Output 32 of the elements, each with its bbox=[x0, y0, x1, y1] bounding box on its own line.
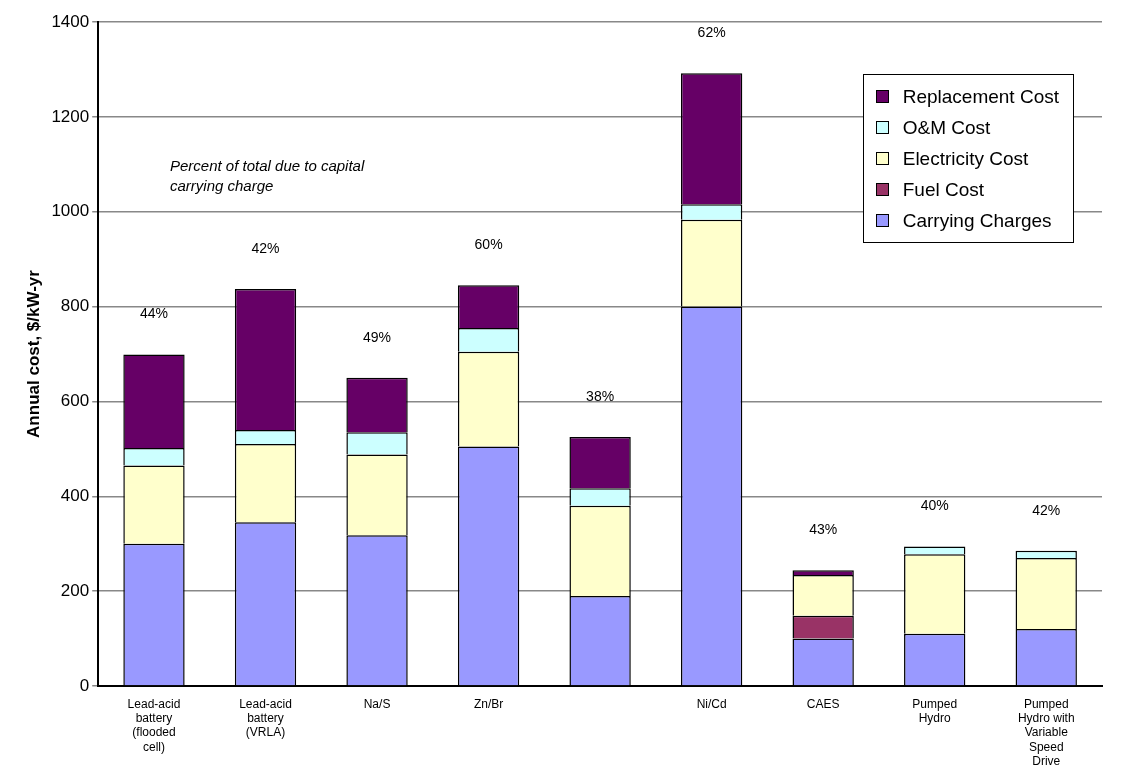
x-tick-label: Zn/Br bbox=[473, 696, 504, 711]
y-tick-label: 1400 bbox=[51, 11, 90, 31]
y-tick-label: 1200 bbox=[51, 106, 90, 126]
x-tick-label: Na/S bbox=[363, 696, 391, 711]
y-axis-title: Annual cost, $/kW-yr bbox=[23, 269, 43, 438]
y-tick-label: 800 bbox=[60, 296, 90, 316]
x-tick-label: Pumped Hydro with Variable Speed Drive bbox=[1017, 696, 1075, 769]
legend-label: Carrying Charges bbox=[902, 209, 1052, 232]
y-tick-label: 200 bbox=[60, 580, 90, 600]
y-tick-label: 600 bbox=[60, 391, 90, 411]
annotation: 40% bbox=[920, 497, 949, 514]
x-tick-label: Pumped Hydro bbox=[912, 696, 958, 725]
annotation: 42% bbox=[251, 239, 280, 256]
annotation: Percent of total due to capital carrying charge bbox=[170, 156, 366, 196]
y-tick-label: 0 bbox=[79, 675, 90, 695]
x-tick-label: CAES bbox=[806, 696, 840, 711]
annotation: 49% bbox=[363, 328, 392, 345]
annotation: 44% bbox=[139, 305, 168, 322]
y-tick-label: 400 bbox=[60, 485, 90, 505]
legend-label: Electricity Cost bbox=[902, 147, 1029, 170]
x-tick-label: Ni/Cd bbox=[696, 696, 727, 711]
y-tick-label: 1000 bbox=[51, 201, 90, 221]
x-tick-label: Lead-acid battery (VRLA) bbox=[239, 696, 292, 740]
annotation: 60% bbox=[474, 236, 503, 253]
legend-label: Replacement Cost bbox=[902, 85, 1059, 108]
annotation: 43% bbox=[809, 521, 838, 538]
annotation: 62% bbox=[697, 24, 726, 41]
legend-label: O&M Cost bbox=[902, 116, 991, 139]
legend-label: Fuel Cost bbox=[902, 178, 985, 201]
x-tick-label: Lead-acid battery (flooded cell) bbox=[127, 696, 181, 754]
annotation: 42% bbox=[1032, 501, 1061, 518]
annotation: 38% bbox=[586, 387, 615, 404]
